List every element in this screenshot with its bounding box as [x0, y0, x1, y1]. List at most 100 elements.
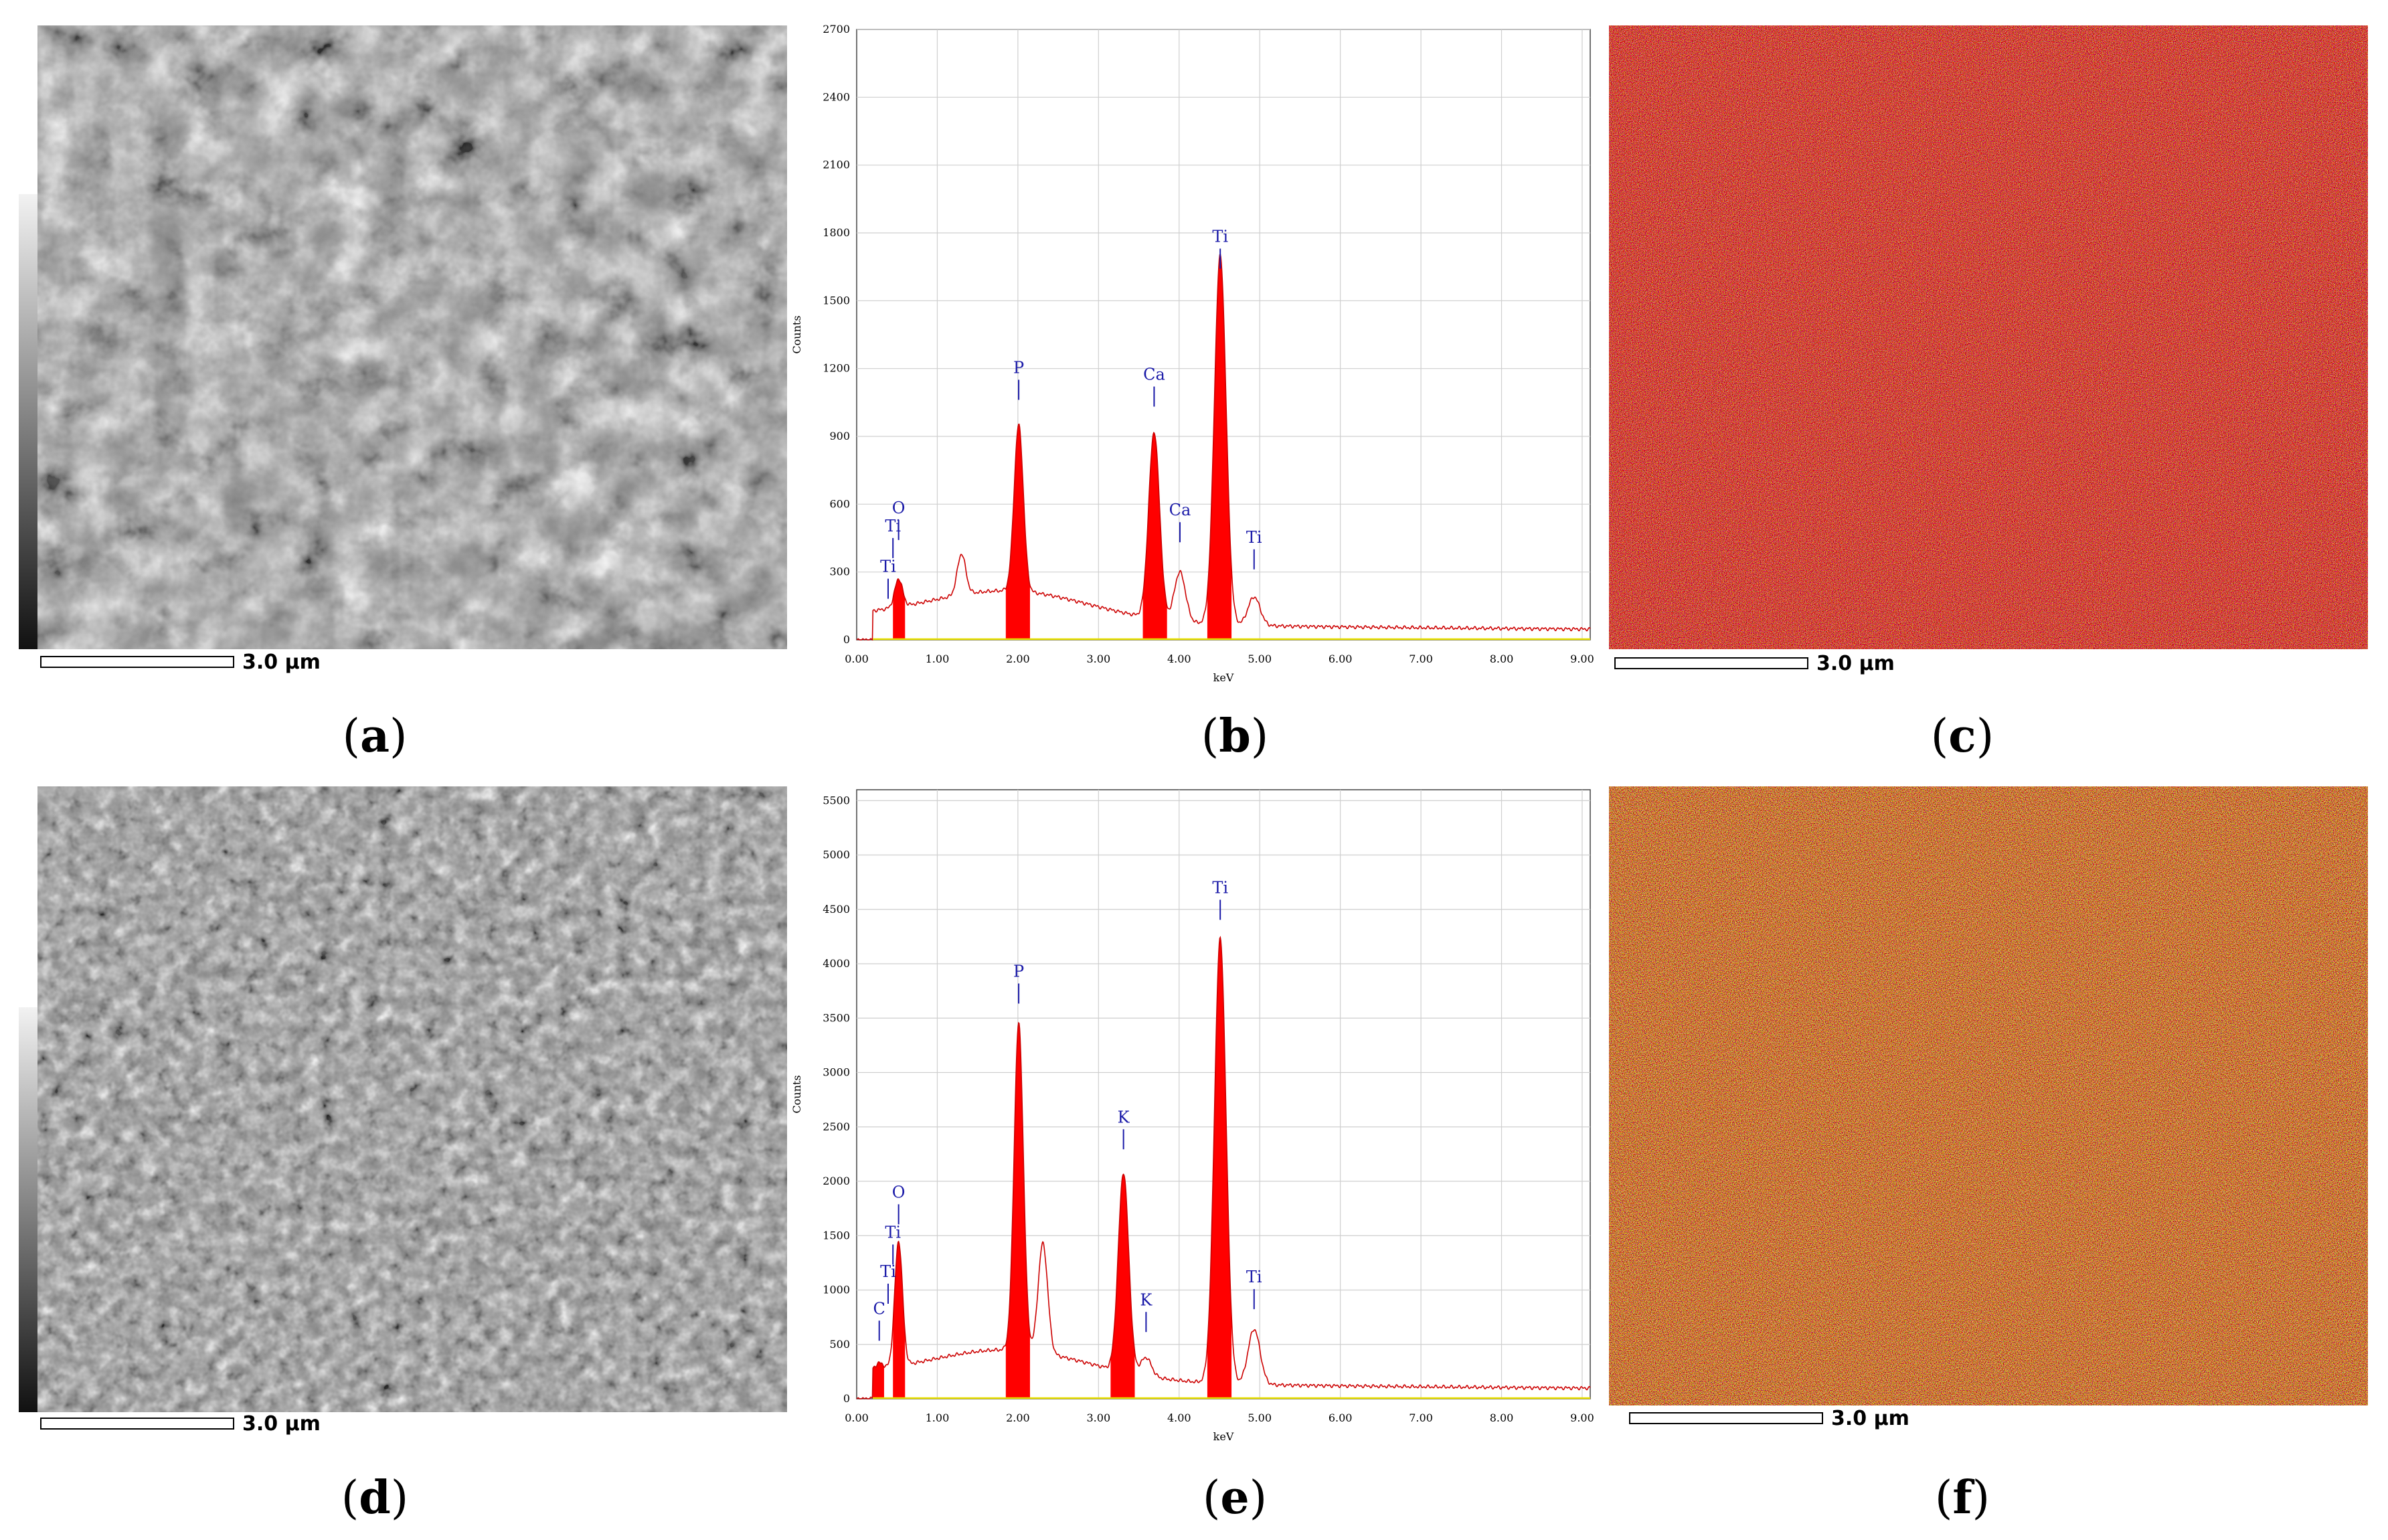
peak-label: Ti	[885, 1223, 901, 1242]
y-tick-label: 1500	[823, 1229, 850, 1242]
panel-label-c: (c)	[1930, 709, 1994, 763]
filled-peak-region	[1005, 424, 1030, 640]
eds-spectrum-b: 0.00 1.00 2.00 3.00 4.00 5.00 6.00 7.00 8.00 9.00…	[790, 23, 1594, 684]
peak-label: P	[1013, 358, 1024, 377]
filled-peak-region	[1005, 1022, 1030, 1399]
peak-label: Ca	[1169, 501, 1191, 519]
y-tick-label: 600	[829, 497, 850, 510]
peak-label: Ti	[1212, 228, 1228, 246]
panel-f: 3.0 µm (f)	[1609, 770, 2388, 1540]
peak-label: K	[1140, 1290, 1153, 1309]
scale-label: 3.0 µm	[1816, 652, 1895, 675]
map-texture-c	[1609, 25, 2368, 649]
scale-label: 3.0 µm	[242, 1412, 321, 1436]
peak-label: Ti	[1246, 528, 1262, 547]
panel-b: 0.00 1.00 2.00 3.00 4.00 5.00 6.00 7.00 8.00 9.00…	[790, 0, 1620, 770]
x-tick-label: 3.00	[1087, 653, 1111, 665]
peak-label: Ti	[880, 558, 896, 576]
peak-label: Ti	[880, 1262, 896, 1281]
sem-texture-d	[37, 786, 787, 1412]
panel-label-a: (a)	[342, 709, 408, 763]
grayscale-bar	[19, 1007, 37, 1412]
y-tick-label: 2000	[823, 1175, 850, 1187]
x-tick-label: 1.00	[926, 653, 950, 665]
y-tick-label: 1000	[823, 1284, 850, 1296]
y-tick-label: 300	[829, 566, 850, 578]
scale-label: 3.0 µm	[242, 651, 321, 674]
y-tick-label: 3500	[823, 1011, 850, 1024]
x-axis-label: keV	[1213, 1430, 1234, 1443]
x-tick-label: 2.00	[1006, 653, 1030, 665]
x-tick-label: 3.00	[1087, 1411, 1111, 1424]
y-tick-label: 500	[829, 1338, 850, 1351]
panel-label-e: (e)	[1202, 1471, 1268, 1525]
peak-label: O	[892, 499, 906, 517]
scale-bar	[40, 1418, 234, 1430]
y-tick-label: 1800	[823, 226, 850, 239]
x-tick-label: 4.00	[1167, 653, 1191, 665]
filled-peak-region	[873, 1361, 884, 1399]
y-tick-label: 2100	[823, 159, 850, 171]
filled-peak-region	[1110, 1174, 1135, 1399]
y-tick-label: 5500	[823, 794, 850, 806]
x-tick-label: 5.00	[1248, 653, 1272, 665]
y-axis-label: Counts	[790, 1075, 803, 1113]
grayscale-bar	[19, 194, 37, 649]
x-tick-label: 1.00	[926, 1411, 950, 1424]
y-tick-label: 2500	[823, 1120, 850, 1133]
peak-label: K	[1118, 1108, 1130, 1126]
y-tick-label: 0	[843, 633, 850, 646]
x-tick-label: 4.00	[1167, 1411, 1191, 1424]
peak-label: Ca	[1143, 365, 1165, 384]
peak-label: Ti	[1212, 878, 1228, 897]
x-tick-label: 0.00	[845, 653, 869, 665]
scale-bar	[1629, 1412, 1823, 1424]
filled-peak-region	[893, 578, 906, 640]
y-tick-label: 1500	[823, 294, 850, 307]
spectrum-line	[856, 252, 1591, 641]
filled-peak-region	[1142, 432, 1167, 640]
y-axis-label: Counts	[790, 315, 803, 353]
peak-label: O	[892, 1183, 906, 1201]
y-tick-label: 5000	[823, 849, 850, 861]
panel-label-b: (b)	[1201, 709, 1269, 763]
x-tick-label: 8.00	[1490, 1411, 1514, 1424]
x-tick-label: 2.00	[1006, 1411, 1030, 1424]
x-tick-label: 8.00	[1490, 653, 1514, 665]
x-tick-label: 9.00	[1570, 653, 1594, 665]
scale-bar	[1614, 657, 1808, 669]
x-tick-label: 7.00	[1409, 653, 1433, 665]
elemental-map-c	[1609, 25, 2368, 649]
elemental-map-f	[1609, 786, 2368, 1405]
y-tick-label: 2400	[823, 90, 850, 103]
y-tick-label: 1200	[823, 362, 850, 375]
sem-image-d	[37, 786, 787, 1412]
scale-label: 3.0 µm	[1831, 1407, 1909, 1430]
peak-label: Ti	[1246, 1268, 1262, 1286]
y-tick-label: 4000	[823, 957, 850, 970]
scale-bar	[40, 656, 234, 668]
panel-label-d: (d)	[341, 1471, 409, 1525]
eds-spectrum-e: 0.00 1.00 2.00 3.00 4.00 5.00 6.00 7.00 8.00 9.00…	[790, 789, 1594, 1443]
x-tick-label: 5.00	[1248, 1411, 1272, 1424]
map-texture-f	[1609, 786, 2368, 1405]
filled-peak-region	[1207, 254, 1232, 640]
filled-peak-region	[1207, 937, 1232, 1399]
sem-image-a	[37, 25, 787, 649]
y-tick-label: 900	[829, 430, 850, 442]
x-axis-label: keV	[1213, 671, 1234, 684]
panel-d: 3.0 µm (d)	[0, 770, 803, 1540]
x-tick-label: 7.00	[1409, 1411, 1433, 1424]
peak-label: C	[873, 1299, 885, 1318]
panel-c: 3.0 µm (c)	[1609, 0, 2388, 770]
panel-label-f: (f)	[1934, 1471, 1990, 1525]
y-tick-label: 4500	[823, 903, 850, 916]
y-tick-label: 2700	[823, 23, 850, 35]
panel-e: 0.00 1.00 2.00 3.00 4.00 5.00 6.00 7.00 8.00 9.00…	[790, 770, 1620, 1540]
peak-label: P	[1013, 962, 1024, 981]
panel-a: 3.0 µm (a)	[0, 0, 803, 770]
x-tick-label: 0.00	[845, 1411, 869, 1424]
sem-texture-a	[37, 25, 787, 649]
x-tick-label: 6.00	[1329, 653, 1353, 665]
x-tick-label: 6.00	[1329, 1411, 1353, 1424]
